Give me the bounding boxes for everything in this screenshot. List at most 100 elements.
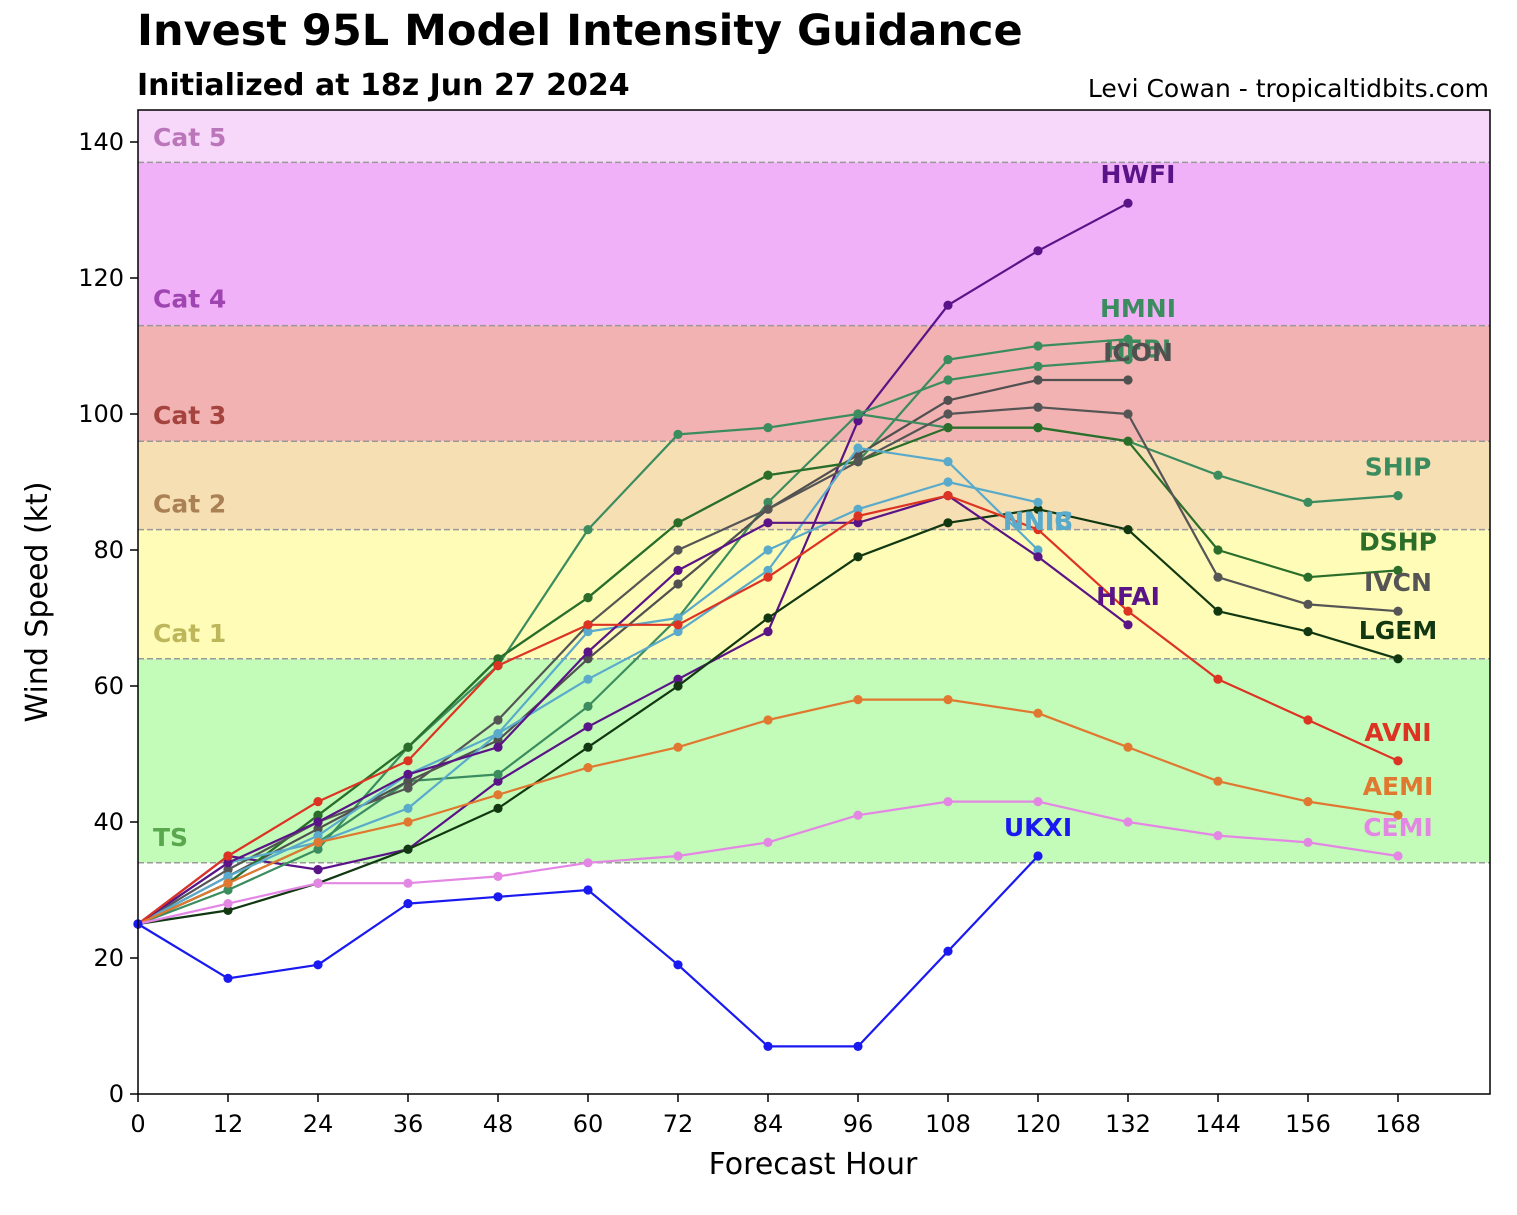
series-point-aemi xyxy=(313,837,323,848)
plot-frame xyxy=(137,109,1491,1095)
x-tick-label: 168 xyxy=(1375,1110,1421,1138)
series-point-avni xyxy=(403,756,413,766)
series-point-aemi xyxy=(943,695,953,705)
series-point-lgem xyxy=(403,844,413,854)
series-point-nnic xyxy=(763,545,773,555)
band-label-cat-3: Cat 3 xyxy=(153,401,226,430)
series-point-lgem xyxy=(1033,504,1043,514)
series-point-nnib xyxy=(763,565,773,576)
model-series xyxy=(133,198,1403,1051)
chart-credit: Levi Cowan - tropicaltidbits.com xyxy=(1087,74,1489,103)
series-point-hfai xyxy=(1033,552,1043,562)
series-point-hfbi xyxy=(1033,361,1043,371)
series-point-lgem xyxy=(1213,606,1223,616)
series-point-lgem xyxy=(853,552,863,562)
series-point-icon xyxy=(403,776,413,786)
y-tick-label: 140 xyxy=(78,128,124,156)
series-point-ukxi xyxy=(763,1041,773,1051)
series-point-ukxi xyxy=(493,892,503,902)
series-point-hfbi xyxy=(763,497,773,507)
series-point-avni xyxy=(313,797,323,807)
series-point-aemi xyxy=(1123,742,1133,752)
series-point-hfai xyxy=(223,858,233,868)
series-point-icon xyxy=(583,654,593,664)
series-ivcn xyxy=(133,402,1403,929)
series-point-nnic xyxy=(223,871,233,882)
band-cat-3 xyxy=(138,325,1490,442)
series-point-ukxi xyxy=(943,946,953,956)
series-point-icon xyxy=(1033,375,1043,385)
series-label-hfai: HFAI xyxy=(1096,582,1160,611)
series-point-aemi xyxy=(583,763,593,773)
series-point-avni xyxy=(1213,674,1223,684)
series-point-nnib xyxy=(943,457,953,467)
band-label-ts: TS xyxy=(153,823,188,852)
band-boundaries xyxy=(138,161,1490,864)
series-point-hfai xyxy=(673,565,683,576)
series-point-hwfi xyxy=(1123,198,1133,208)
band-label-cat-4: Cat 4 xyxy=(153,285,226,314)
series-ukxi xyxy=(133,851,1043,1051)
series-cemi xyxy=(133,797,1403,929)
band-label-cat-5: Cat 5 xyxy=(153,123,226,152)
x-tick-label: 96 xyxy=(843,1110,874,1138)
x-tick-label: 72 xyxy=(663,1110,694,1138)
series-point-ivcn xyxy=(943,409,953,419)
series-point-cemi xyxy=(1213,831,1223,841)
y-tick-label: 100 xyxy=(78,400,124,428)
series-aemi xyxy=(133,695,1403,929)
series-point-avni xyxy=(763,572,773,582)
band-cat-5 xyxy=(138,110,1490,163)
series-label-nnic: NNIC xyxy=(1003,506,1073,535)
chart-title: Invest 95L Model Intensity Guidance xyxy=(137,6,1023,56)
series-point-avni xyxy=(943,491,953,501)
series-line-ukxi xyxy=(137,855,1039,1048)
series-point-hmni xyxy=(313,844,323,854)
series-label-lgem: LGEM xyxy=(1359,616,1437,645)
x-axis-label: Forecast Hour xyxy=(709,1147,918,1182)
chart-subtitle: Initialized at 18z Jun 27 2024 xyxy=(137,68,630,103)
series-point-hfbi xyxy=(943,375,953,385)
intensity-bands: TS Cat 1 Cat 2 Cat 3 Cat 4 Cat 5 xyxy=(138,110,1490,863)
series-point-nnic xyxy=(673,613,683,623)
series-label-cemi: CEMI xyxy=(1363,813,1433,842)
series-point-nnic xyxy=(583,627,593,637)
series-point-hmni xyxy=(1033,341,1043,351)
x-tick-label: 48 xyxy=(483,1110,514,1138)
series-point-cemi xyxy=(403,878,413,888)
series-point-nnib xyxy=(673,627,683,637)
y-tick-label: 60 xyxy=(93,672,124,700)
series-avni xyxy=(133,491,1403,929)
series-point-nnib xyxy=(1033,545,1043,555)
series-point-cemi xyxy=(763,837,773,848)
axes: 0 12 24 36 48 60 72 84 96 108 120 132 144 156 168 0 20 40… xyxy=(78,128,1421,1138)
series-point-cemi xyxy=(943,797,953,807)
series-point-aemi xyxy=(1393,810,1403,820)
series-point-hmni xyxy=(943,355,953,365)
series-point-aemi xyxy=(403,817,413,827)
band-cat-1 xyxy=(138,529,1490,659)
series-point-hmni xyxy=(1123,334,1133,344)
band-label-cat-2: Cat 2 xyxy=(153,490,226,519)
series-point-ukxi xyxy=(853,1041,863,1051)
series-point-ship xyxy=(763,423,773,433)
series-point-lgem xyxy=(1303,627,1313,637)
x-tick-label: 84 xyxy=(753,1110,784,1138)
series-point-nnib xyxy=(583,674,593,684)
series-point-lgem xyxy=(583,742,593,752)
x-tick-label: 0 xyxy=(130,1110,145,1138)
series-point-lgem xyxy=(763,613,773,623)
series-point-aemi xyxy=(853,695,863,705)
series-point-ship xyxy=(1303,497,1313,507)
band-cat-4 xyxy=(138,162,1490,326)
series-point-avni xyxy=(1303,715,1313,725)
series-point-cemi xyxy=(583,858,593,868)
series-point-avni xyxy=(1033,525,1043,535)
series-point-lgem xyxy=(223,905,233,916)
series-point-avni xyxy=(493,661,503,671)
series-point-dshp xyxy=(583,593,593,603)
series-label-avni: AVNI xyxy=(1364,718,1431,747)
series-point-hwfi xyxy=(583,722,593,732)
series-point-nnic xyxy=(313,831,323,841)
series-point-hwfi xyxy=(943,300,953,310)
